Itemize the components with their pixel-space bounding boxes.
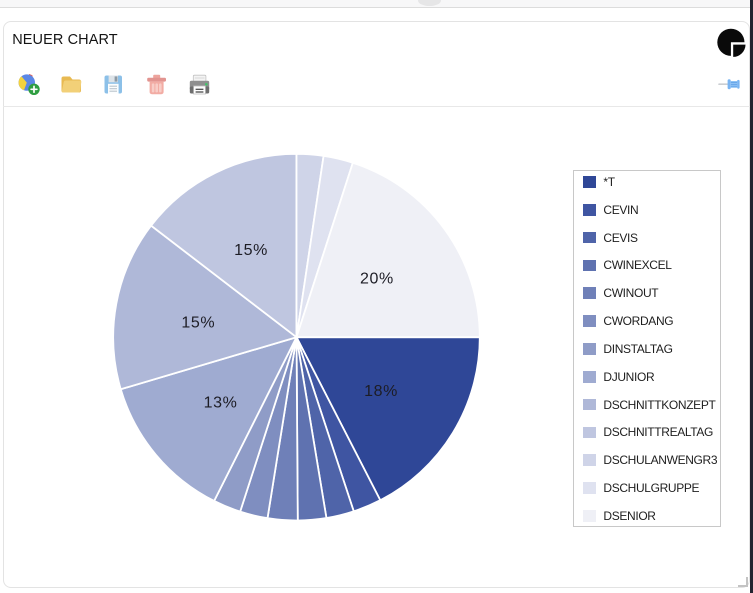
svg-text:13%: 13%	[204, 395, 238, 412]
svg-text:15%: 15%	[181, 314, 215, 331]
svg-text:20%: 20%	[360, 271, 394, 288]
svg-text:15%: 15%	[234, 242, 268, 259]
svg-text:18%: 18%	[364, 383, 398, 400]
